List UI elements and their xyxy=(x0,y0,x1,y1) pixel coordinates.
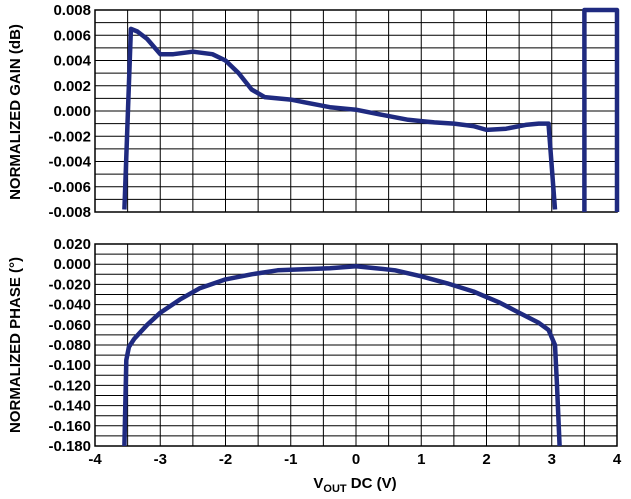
gain-y-tick-label: -0.004 xyxy=(48,154,91,171)
x-tick-label: -2 xyxy=(219,451,232,468)
x-tick-label: 1 xyxy=(417,451,425,468)
phase-grid xyxy=(95,244,617,446)
phase-y-tick-label: 0.020 xyxy=(53,236,91,253)
gain-y-tick-label: -0.006 xyxy=(48,179,91,196)
gain-y-tick-label: 0.000 xyxy=(53,103,91,120)
phase-y-tick-label: -0.140 xyxy=(48,398,91,415)
phase-y-axis-label: NORMALIZED PHASE (°) xyxy=(7,257,24,433)
x-tick-label: 3 xyxy=(548,451,556,468)
gain-grid xyxy=(95,10,617,212)
phase-y-tick-label: -0.020 xyxy=(48,276,91,293)
gain-y-tick-label: -0.008 xyxy=(48,204,91,221)
x-tick-label: 2 xyxy=(482,451,490,468)
x-tick-label: 0 xyxy=(352,451,360,468)
phase-y-tick-label: -0.180 xyxy=(48,438,91,455)
gain-series-line-0 xyxy=(122,26,558,210)
phase-y-tick-label: -0.080 xyxy=(48,337,91,354)
phase-y-tick-label: -0.120 xyxy=(48,377,91,394)
x-tick-label: -1 xyxy=(284,451,297,468)
x-axis-label-sub: OUT xyxy=(323,483,347,495)
phase-series-line-0 xyxy=(122,263,562,447)
gain-y-tick-label: 0.008 xyxy=(53,2,91,19)
x-tick-label: -4 xyxy=(88,451,102,468)
phase-y-tick-label: -0.040 xyxy=(48,297,91,314)
gain-y-tick-label: 0.004 xyxy=(53,53,91,70)
gain-y-tick-label: 0.006 xyxy=(53,27,91,44)
phase-y-tick-label: -0.160 xyxy=(48,418,91,435)
gain-y-tick-label: -0.002 xyxy=(48,128,91,145)
gain-panel: 0.008 0.006 0.004 0.002 0.000 -0.002 -0.004 -0.… xyxy=(48,2,620,221)
x-axis-label-rest: DC (V) xyxy=(347,475,397,492)
phase-y-tick-label: 0.000 xyxy=(53,256,91,273)
gain-series-line-1 xyxy=(582,7,620,212)
phase-panel: 0.020 0.000 -0.020 -0.040 -0.060 -0.080 -0.100… xyxy=(48,236,621,468)
gain-y-axis-label: NORMALIZED GAIN (dB) xyxy=(7,24,24,200)
x-tick-label: -3 xyxy=(154,451,167,468)
x-tick-label: 4 xyxy=(613,451,622,468)
phase-plot-frame xyxy=(94,243,618,447)
x-axis-label: VOUT DC (V) xyxy=(313,475,396,495)
gain-y-tick-label: 0.002 xyxy=(53,78,91,95)
phase-y-tick-label: -0.100 xyxy=(48,357,91,374)
phase-y-tick-label: -0.060 xyxy=(48,317,91,334)
x-axis-label-main: V xyxy=(313,475,323,492)
